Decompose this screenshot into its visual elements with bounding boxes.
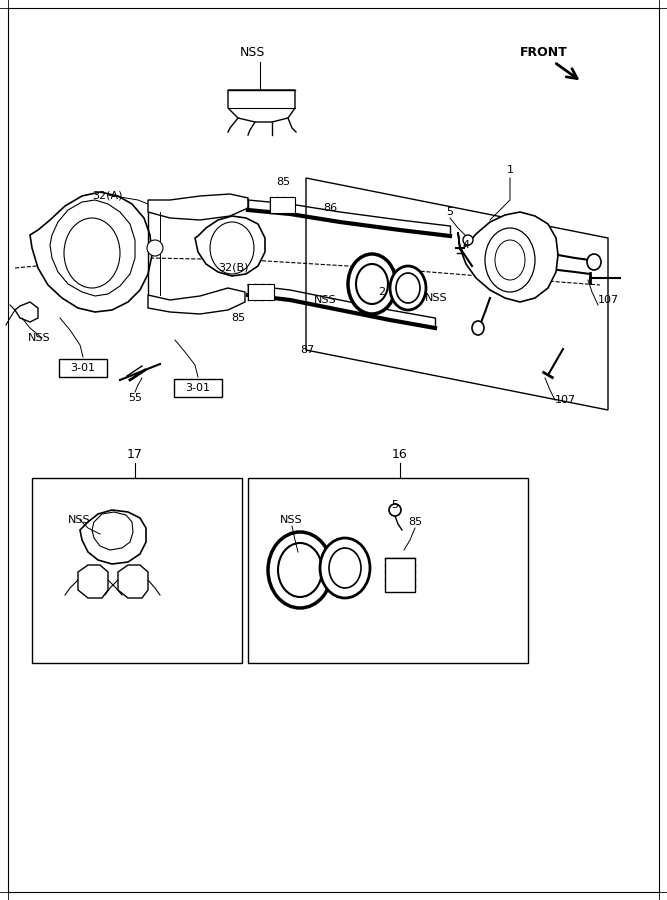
Polygon shape	[458, 212, 558, 302]
Text: 16: 16	[392, 448, 408, 462]
Polygon shape	[92, 512, 133, 550]
Text: 107: 107	[598, 295, 619, 305]
Polygon shape	[270, 197, 295, 213]
Polygon shape	[248, 284, 274, 300]
Bar	[248, 478, 528, 663]
Ellipse shape	[389, 504, 401, 516]
Polygon shape	[148, 288, 245, 314]
Polygon shape	[78, 565, 108, 598]
Polygon shape	[228, 90, 295, 122]
Polygon shape	[148, 194, 248, 220]
Ellipse shape	[268, 532, 332, 608]
Ellipse shape	[472, 321, 484, 335]
Ellipse shape	[396, 273, 420, 303]
Polygon shape	[50, 200, 135, 296]
Text: FRONT: FRONT	[520, 46, 568, 58]
Text: 5: 5	[392, 500, 398, 510]
Ellipse shape	[356, 264, 388, 304]
Polygon shape	[15, 302, 38, 322]
Text: NSS: NSS	[28, 333, 51, 343]
Bar	[59, 359, 107, 377]
Text: 86: 86	[323, 203, 337, 213]
Text: 3-01: 3-01	[71, 363, 95, 373]
Text: 55: 55	[128, 393, 142, 403]
Ellipse shape	[390, 266, 426, 310]
Ellipse shape	[64, 218, 120, 288]
Text: 5: 5	[446, 207, 454, 217]
Text: 4: 4	[462, 240, 469, 250]
Text: 87: 87	[300, 345, 314, 355]
Text: NSS: NSS	[425, 293, 448, 303]
Text: 1: 1	[506, 165, 514, 175]
Polygon shape	[30, 192, 152, 312]
Text: NSS: NSS	[68, 515, 91, 525]
Bar	[32, 478, 242, 663]
Ellipse shape	[329, 548, 361, 588]
Text: 107: 107	[555, 395, 576, 405]
Text: 32(B): 32(B)	[218, 263, 249, 273]
Text: 85: 85	[231, 313, 245, 323]
Polygon shape	[118, 565, 148, 598]
Text: 17: 17	[127, 448, 143, 462]
Ellipse shape	[463, 235, 473, 245]
Polygon shape	[195, 216, 265, 276]
Text: NSS: NSS	[280, 515, 303, 525]
Text: 2: 2	[378, 287, 385, 297]
Bar	[174, 379, 222, 397]
Text: 32(A): 32(A)	[92, 190, 123, 200]
Text: 85: 85	[408, 517, 422, 527]
Ellipse shape	[147, 240, 163, 256]
Ellipse shape	[210, 222, 254, 274]
Ellipse shape	[320, 538, 370, 598]
Text: NSS: NSS	[313, 295, 336, 305]
Text: 3-01: 3-01	[185, 383, 211, 393]
Polygon shape	[80, 510, 146, 564]
Ellipse shape	[485, 228, 535, 292]
Text: 85: 85	[276, 177, 290, 187]
Ellipse shape	[278, 543, 322, 597]
Polygon shape	[385, 558, 415, 592]
Ellipse shape	[495, 240, 525, 280]
Ellipse shape	[587, 254, 601, 270]
Ellipse shape	[348, 254, 396, 314]
Text: NSS: NSS	[239, 46, 265, 58]
